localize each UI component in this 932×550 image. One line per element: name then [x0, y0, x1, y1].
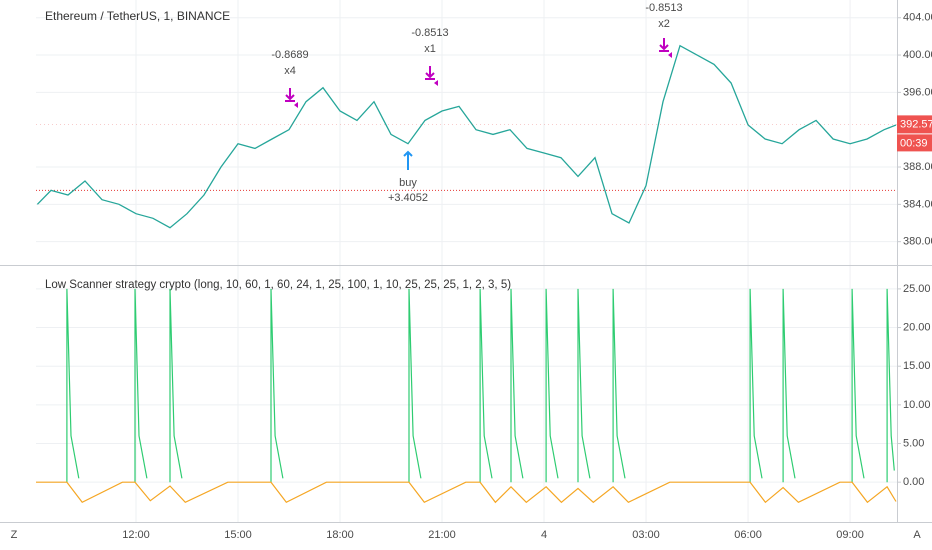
toolbar-button[interactable]: Z [11, 529, 18, 541]
x-tick-label: 15:00 [224, 529, 252, 541]
chart-title: Ethereum / TetherUS, 1, BINANCE [45, 9, 230, 23]
trade-label: -0.8513 [411, 27, 448, 39]
price-line [36, 44, 897, 229]
x-tick-label: 18:00 [326, 529, 354, 541]
trade-qty: x4 [284, 65, 296, 77]
buy-label: buy [399, 177, 417, 189]
y-tick-label: 404.00 [903, 12, 932, 24]
y-tick-label: 384.00 [903, 198, 932, 210]
x-tick-label: 06:00 [734, 529, 762, 541]
x-tick-label: 09:00 [836, 529, 864, 541]
trade-qty: x1 [424, 43, 436, 55]
y-tick-label: 400.00 [903, 49, 932, 61]
indicator-title: Low Scanner strategy crypto (long, 10, 6… [45, 279, 511, 291]
y-tick-label: 388.00 [903, 161, 932, 173]
exit-marker [434, 80, 438, 86]
last-price-box [897, 115, 932, 134]
x-tick-label: 4 [541, 529, 547, 541]
x-tick-label: 12:00 [122, 529, 150, 541]
countdown-box [897, 134, 932, 152]
y-tick-label: 5.00 [903, 437, 924, 449]
y-tick-label: 15.00 [903, 360, 931, 372]
exit-marker [668, 52, 672, 58]
y-tick-label: 20.00 [903, 321, 931, 333]
trade-qty: x2 [658, 18, 670, 30]
y-tick-label: 10.00 [903, 399, 931, 411]
grid-layer [36, 0, 897, 522]
indicator-line [36, 481, 897, 504]
sell-arrow [285, 88, 295, 102]
trade-label: -0.8513 [645, 2, 682, 14]
y-tick-label: 396.00 [903, 86, 932, 98]
x-tick-label: 21:00 [428, 529, 456, 541]
sell-arrow [425, 66, 435, 80]
countdown-label: 00:39 [900, 137, 928, 149]
exit-marker [294, 102, 298, 108]
last-price-label: 392.57 [900, 118, 932, 130]
trade-label: -0.8689 [271, 49, 308, 61]
toolbar-button[interactable]: A [913, 529, 921, 541]
indicator-line [66, 288, 895, 483]
buy-value: +3.4052 [388, 192, 428, 204]
y-tick-label: 0.00 [903, 476, 924, 488]
buy-arrow [403, 150, 413, 170]
y-tick-label: 25.00 [903, 283, 931, 295]
sell-arrow [659, 38, 669, 52]
x-tick-label: 03:00 [632, 529, 660, 541]
y-tick-label: 380.00 [903, 236, 932, 248]
